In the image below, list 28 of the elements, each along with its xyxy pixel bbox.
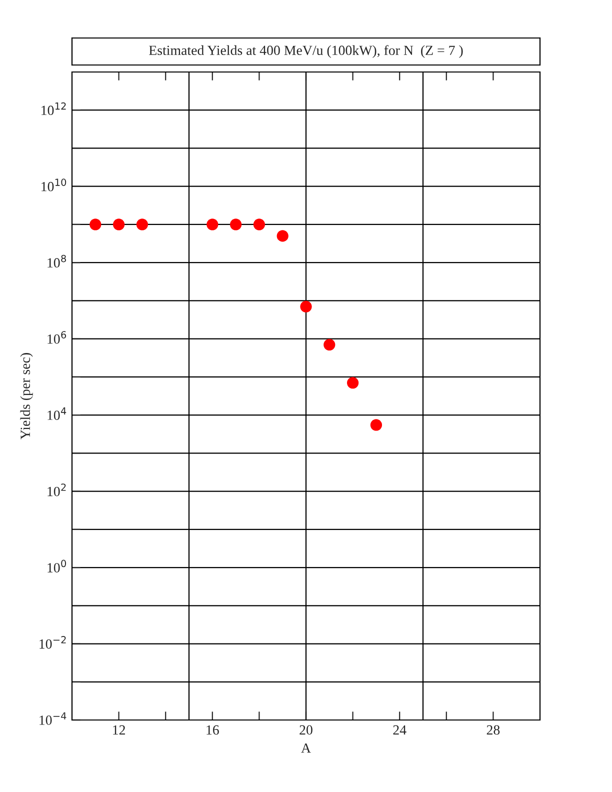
x-tick-label: 16 <box>206 725 219 735</box>
y-tick-label: 10$^{8}$ <box>48 254 66 268</box>
x-axis-title: A <box>301 743 311 753</box>
y-tick-label: 10$^{10}$ <box>42 178 66 192</box>
y-tick-label: 10$^{4}$ <box>48 407 66 420</box>
point <box>206 218 218 230</box>
x-tick-label: 20 <box>300 725 312 735</box>
x-tick-label: 24 <box>393 725 406 734</box>
point <box>370 419 382 431</box>
y-tick-label: 10$^{−2}$ <box>40 636 66 649</box>
point <box>112 218 125 230</box>
x-tick-label: 12 <box>113 725 125 734</box>
y-tick-label: 10$^{0}$ <box>48 560 66 572</box>
y-tick-label: 10$^{−4}$ <box>40 712 66 725</box>
point <box>253 218 266 230</box>
chart-title: Estimated Yields at 400 MeV/u (100kW), for N (Z = 7 ) <box>149 45 463 58</box>
y-axis-title: Yields (per sec) <box>20 353 33 440</box>
point <box>230 218 242 230</box>
y-tick-label: 10$^{12}$ <box>42 102 66 116</box>
point <box>276 230 288 242</box>
point <box>136 218 148 230</box>
y-tick-label: 10$^{2}$ <box>48 484 66 496</box>
x-tick-label: 28 <box>486 725 500 735</box>
point <box>300 300 312 312</box>
point <box>324 338 336 351</box>
y-tick-label: 10$^{6}$ <box>48 331 66 344</box>
point <box>346 377 359 389</box>
point <box>90 218 102 230</box>
